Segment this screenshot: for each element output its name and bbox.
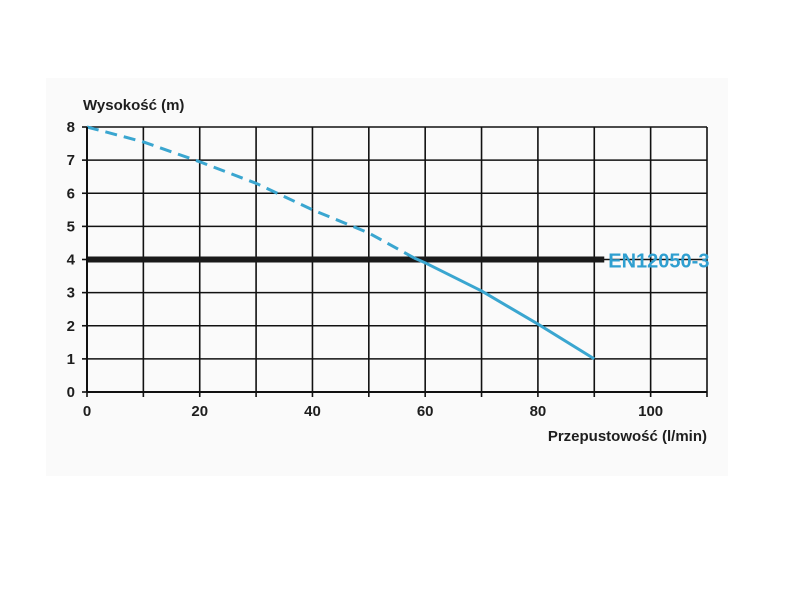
y-tick-label: 2 xyxy=(67,318,75,335)
reference-line-group: EN12050-3 xyxy=(87,251,709,273)
y-tick-label: 1 xyxy=(67,351,75,368)
x-axis-title: Przepustowość (l/min) xyxy=(548,428,707,445)
x-tick-label: 60 xyxy=(417,403,434,420)
y-tick-label: 5 xyxy=(67,218,75,235)
y-tick-label: 7 xyxy=(67,152,75,169)
y-tick-label: 0 xyxy=(67,384,75,401)
y-axis-title: Wysokość (m) xyxy=(83,97,184,114)
x-tick-label: 40 xyxy=(304,403,321,420)
reference-line-label: EN12050-3 xyxy=(608,251,709,273)
x-tick-label: 80 xyxy=(530,403,547,420)
y-tick-label: 6 xyxy=(67,185,75,202)
y-tick-label: 3 xyxy=(67,285,75,302)
x-tick-label: 100 xyxy=(638,403,663,420)
pump-curve-dashed xyxy=(86,125,415,260)
x-tick-label: 20 xyxy=(191,403,208,420)
y-tick-label: 4 xyxy=(67,252,76,269)
x-tick-label: 0 xyxy=(83,403,91,420)
series-group xyxy=(86,125,596,361)
axes xyxy=(82,126,708,397)
chart-background xyxy=(46,78,728,476)
y-tick-label: 8 xyxy=(67,119,75,136)
pump-curve-solid xyxy=(413,256,596,361)
